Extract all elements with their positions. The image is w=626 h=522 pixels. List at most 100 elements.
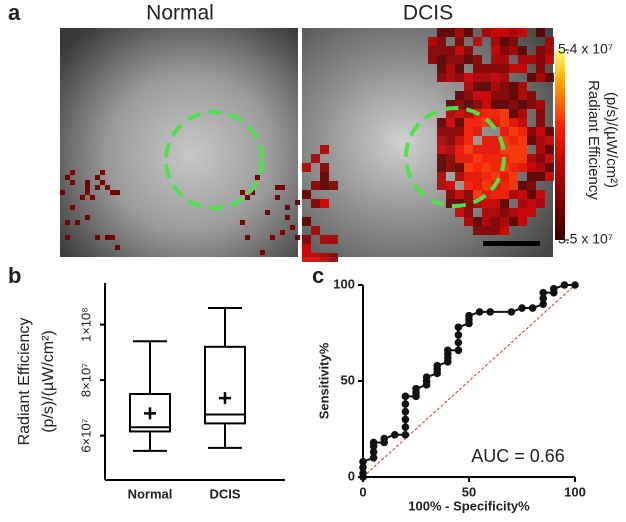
roc-point [369, 454, 378, 462]
heat-pixel [482, 181, 491, 190]
heat-pixel [446, 145, 455, 154]
heat-pixel [545, 55, 554, 64]
heat-pixel [280, 230, 285, 235]
heat-pixel [70, 205, 75, 210]
heat-pixel [482, 145, 491, 154]
roi-circle [164, 110, 264, 210]
x-tick-label: 50 [462, 484, 476, 499]
colorbar-tick-label: 5.4 x 10⁷ [558, 41, 613, 57]
heat-pixel [536, 154, 545, 163]
heat-pixel [518, 190, 527, 199]
heat-pixel [545, 172, 554, 181]
heat-pixel [275, 195, 280, 200]
heat-pixel [464, 46, 473, 55]
heat-pixel [464, 109, 473, 118]
heat-pixel [446, 118, 455, 127]
heat-pixel [455, 118, 464, 127]
heat-pixel [464, 127, 473, 136]
heat-pixel [536, 199, 545, 208]
y-tick-label: 8×10⁷ [78, 363, 93, 397]
heat-pixel [509, 64, 518, 73]
heat-pixel [285, 205, 290, 210]
heat-pixel [70, 180, 75, 185]
roc-point [539, 288, 547, 297]
heat-pixel [290, 225, 295, 230]
heat-pixel [509, 37, 518, 46]
heat-pixel [482, 226, 491, 235]
heat-pixel [500, 226, 509, 235]
heat-pixel [500, 190, 509, 199]
heat-pixel [491, 100, 500, 109]
heat-pixel [446, 154, 455, 163]
heat-pixel [527, 172, 536, 181]
roi-circle [404, 106, 506, 208]
heat-pixel [536, 100, 545, 109]
heat-pixel [473, 217, 482, 226]
heat-pixel [509, 91, 518, 100]
heat-pixel [455, 136, 464, 145]
panel-label: c [312, 263, 324, 288]
heat-pixel [464, 73, 473, 82]
heat-pixel [518, 91, 527, 100]
heat-pixel [482, 208, 491, 217]
y-tick-label: 100 [333, 276, 355, 291]
heat-pixel [518, 55, 527, 64]
heat-pixel [518, 100, 527, 109]
heat-pixel [491, 28, 500, 37]
x-tick-label: 100 [564, 484, 586, 499]
heat-pixel [509, 28, 518, 37]
colorbar-tick-label: 3.5 x 10⁷ [558, 231, 613, 247]
heat-pixel [437, 28, 446, 37]
heat-pixel [464, 145, 473, 154]
heat-pixel [536, 190, 545, 199]
heat-pixel [110, 190, 115, 195]
heat-pixel [482, 109, 491, 118]
y-tick-label: 6×10⁷ [78, 418, 93, 452]
heat-pixel [455, 109, 464, 118]
y-axis-label: Radiant Efficiency [16, 318, 33, 446]
heat-pixel [500, 181, 509, 190]
heat-pixel [464, 172, 473, 181]
heat-pixel [491, 199, 500, 208]
image-title: Normal [146, 2, 214, 25]
heat-pixel [446, 199, 455, 208]
heat-pixel [509, 82, 518, 91]
roc-point [539, 294, 547, 303]
heat-pixel [464, 154, 473, 163]
heat-pixel [509, 109, 518, 118]
heat-pixel [446, 28, 455, 37]
heat-pixel [473, 172, 482, 181]
heat-pixel [482, 163, 491, 172]
heat-pixel [500, 28, 509, 37]
heat-pixel [320, 199, 329, 208]
heat-pixel [500, 55, 509, 64]
panel-label: a [8, 0, 21, 25]
tissue-image [60, 28, 298, 257]
heat-pixel [245, 195, 250, 200]
x-tick-label: DCIS [209, 486, 240, 501]
heat-pixel [482, 82, 491, 91]
heat-pixel [437, 46, 446, 55]
heat-pixel [518, 181, 527, 190]
heat-pixel [500, 37, 509, 46]
heat-pixel [500, 109, 509, 118]
heat-pixel [491, 37, 500, 46]
heat-pixel [437, 154, 446, 163]
heat-pixel [482, 118, 491, 127]
heat-pixel [437, 73, 446, 82]
heat-pixel [482, 73, 491, 82]
heat-pixel [491, 82, 500, 91]
roc-point [391, 430, 399, 439]
heat-pixel [473, 181, 482, 190]
heat-pixel [302, 217, 311, 226]
heat-pixel [527, 55, 536, 64]
heat-pixel [491, 91, 500, 100]
heat-pixel [536, 64, 545, 73]
heat-pixel [455, 172, 464, 181]
heat-pixel [464, 181, 473, 190]
roc-point [369, 438, 378, 447]
heat-pixel [500, 91, 509, 100]
heat-pixel [536, 127, 545, 136]
heat-pixel [437, 118, 446, 127]
